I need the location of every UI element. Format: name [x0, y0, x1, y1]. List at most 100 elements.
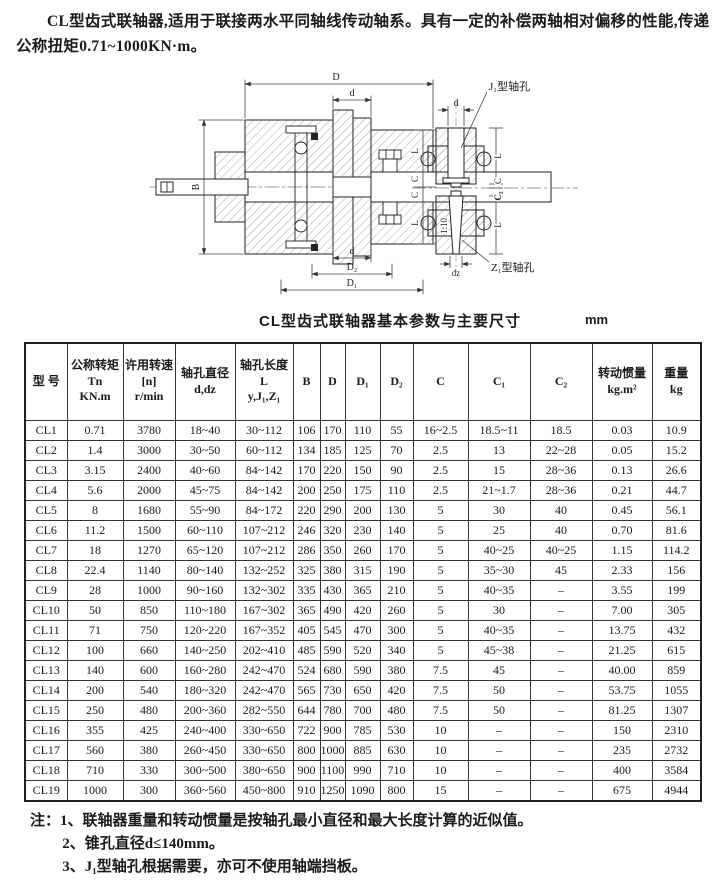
column-header: C: [412, 342, 469, 421]
table-row: CL7 18 1270 65~120 107~212 286 350 260 170 5 40~25…: [24, 539, 702, 561]
table-cell: 40: [529, 519, 593, 541]
table-cell: 420: [344, 599, 381, 621]
table-cell: –: [529, 779, 593, 802]
table-cell: 167~302: [234, 599, 294, 621]
dim-label-L-j1: L: [493, 153, 503, 159]
table-cell: 0.05: [591, 439, 653, 461]
table-cell: 560: [66, 739, 124, 761]
table-cell: 0.13: [591, 459, 653, 481]
table-cell: 650: [344, 679, 381, 701]
table-cell: 540: [122, 679, 176, 701]
coupling-diagram: D d B L C C L: [0, 62, 725, 308]
table-cell: 70: [379, 439, 414, 461]
table-cell: 3.15: [66, 459, 124, 481]
column-header: B: [292, 342, 321, 421]
column-header: D: [319, 342, 346, 421]
table-cell: 132~302: [234, 579, 294, 601]
table-cell: 2000: [122, 479, 176, 501]
table-cell: 170: [292, 459, 321, 481]
table-cell: 22.4: [66, 559, 124, 581]
table-cell: 55: [379, 419, 414, 441]
table-cell: 0.03: [591, 419, 653, 441]
table-cell: 785: [344, 719, 381, 741]
set-screw-top: [311, 132, 318, 140]
table-cell: 780: [319, 699, 346, 721]
table-cell: 81.6: [651, 519, 702, 541]
table-cell: 615: [651, 639, 702, 661]
table-cell: 1000: [319, 739, 346, 761]
intro-paragraph: CL型齿式联轴器,适用于联接两水平同轴线传动轴系。具有一定的补偿两轴相对偏移的性…: [16, 13, 710, 55]
set-screw-bottom: [311, 243, 318, 251]
table-cell: 0.71: [66, 419, 124, 441]
table-cell: 45: [467, 659, 531, 681]
table-cell: 11.2: [66, 519, 124, 541]
model-cell: CL3: [24, 459, 68, 481]
table-cell: 200~360: [174, 699, 236, 721]
table-cell: 18: [66, 539, 124, 561]
table-cell: 1.4: [66, 439, 124, 461]
table-cell: 710: [379, 759, 414, 781]
dim-L-detail: [489, 127, 503, 254]
table-cell: 260: [344, 539, 381, 561]
table-cell: 524: [292, 659, 321, 681]
parameters-table: 型 号公称转矩 Tn KN.m 许用转速 [n] r/min 轴孔直径 d,dz 轴孔…: [24, 341, 702, 802]
dim-label-C-bottom: C: [410, 192, 420, 198]
model-cell: CL13: [24, 659, 68, 681]
table-cell: 3584: [651, 759, 702, 781]
model-cell: CL7: [24, 539, 68, 561]
table-cell: 125: [344, 439, 381, 461]
table-cell: 3.55: [591, 579, 653, 601]
table-cell: 1.15: [591, 539, 653, 561]
table-cell: 90~160: [174, 579, 236, 601]
table-cell: 132~252: [234, 559, 294, 581]
table-cell: 320: [319, 519, 346, 541]
table-cell: 750: [122, 619, 176, 641]
table-cell: 630: [379, 739, 414, 761]
table-cell: 2400: [122, 459, 176, 481]
table-row: CL8 22.4 1140 80~140 132~252 325 380 315 190 5 35~…: [24, 559, 702, 581]
table-cell: 25: [467, 519, 531, 541]
plate-bore: [332, 176, 372, 198]
table-cell: 150: [591, 719, 653, 741]
table-cell: 28: [66, 579, 124, 601]
table-cell: 134: [292, 439, 321, 461]
table-cell: 420: [379, 679, 414, 701]
table-cell: 260: [379, 599, 414, 621]
table-row: CL17 560 380 260~450 330~650 800 1000 885 630 10–…: [24, 739, 702, 761]
table-cell: 150: [344, 459, 381, 481]
table-cell: 7.5: [412, 659, 469, 681]
table-cell: 5: [412, 579, 469, 601]
table-cell: 30~112: [234, 419, 294, 441]
table-cell: 10.9: [651, 419, 702, 441]
table-cell: 5: [412, 639, 469, 661]
table-cell: 22~28: [529, 439, 593, 461]
table-cell: 21.25: [591, 639, 653, 661]
table-cell: 235: [591, 739, 653, 761]
column-header: D₂: [379, 342, 414, 421]
table-cell: –: [529, 679, 593, 701]
table-cell: 405: [292, 619, 321, 641]
table-cell: 90: [379, 459, 414, 481]
table-cell: 40~25: [467, 539, 531, 561]
table-cell: 8: [66, 499, 124, 521]
note-item: 3、J₁型轴孔根据需要，亦可不使用轴端挡板。: [62, 859, 367, 876]
table-cell: 250: [66, 699, 124, 721]
table-cell: 3780: [122, 419, 176, 441]
table-cell: 850: [122, 599, 176, 621]
model-cell: CL10: [24, 599, 68, 621]
coupling-drawing: D d B L C C L: [149, 72, 578, 294]
table-cell: 180~320: [174, 679, 236, 701]
table-cell: 140: [379, 519, 414, 541]
table-cell: 107~212: [234, 539, 294, 561]
table-cell: 199: [651, 579, 702, 601]
header-row: 型 号公称转矩 Tn KN.m 许用转速 [n] r/min 轴孔直径 d,dz 轴孔…: [24, 342, 702, 421]
table-cell: 5: [412, 619, 469, 641]
table-cell: 30: [467, 499, 531, 521]
table-cell: –: [467, 739, 531, 761]
table-cell: 7.00: [591, 599, 653, 621]
table-cell: 325: [292, 559, 321, 581]
table-cell: 202~410: [234, 639, 294, 661]
table-cell: 2310: [651, 719, 702, 741]
column-header: C₁: [467, 342, 531, 421]
table-cell: 84~172: [234, 499, 294, 521]
